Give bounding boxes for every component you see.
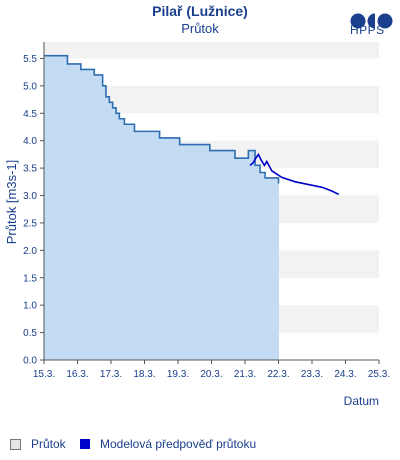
y-tick-label: 4.5 bbox=[23, 109, 37, 120]
chart-title: Pilař (Lužnice) bbox=[152, 3, 248, 19]
y-tick-label: 3.0 bbox=[23, 191, 37, 202]
legend-label-observed: Průtok bbox=[31, 437, 66, 451]
grid-band bbox=[44, 42, 379, 59]
observed-step-line bbox=[44, 54, 280, 184]
x-tick-label: 25.3. bbox=[368, 369, 390, 380]
x-tick-label: 18.3. bbox=[133, 369, 155, 380]
forecast-flow-line bbox=[249, 152, 340, 196]
legend-label-forecast: Modelová předpověď průtoku bbox=[100, 437, 257, 451]
y-tick-label: 3.5 bbox=[23, 164, 37, 175]
y-tick-label: 2.5 bbox=[23, 218, 37, 229]
y-tick-label: 5.0 bbox=[23, 81, 37, 92]
observed-area-fill bbox=[44, 55, 279, 360]
y-tick-label: 2.0 bbox=[23, 246, 37, 257]
y-tick-label: 0.5 bbox=[23, 328, 37, 339]
chart-subtitle: Průtok bbox=[181, 21, 219, 36]
x-tick-label: 20.3. bbox=[200, 369, 222, 380]
legend-swatch-observed bbox=[10, 438, 21, 450]
hpps-logo-icon bbox=[350, 13, 393, 29]
logo-text: HPPS bbox=[350, 23, 385, 37]
observed-flow-area bbox=[44, 54, 280, 360]
y-tick-label: 1.5 bbox=[23, 273, 37, 284]
chart-legend: Průtok Modelová předpověď průtoku bbox=[0, 437, 400, 455]
y-tick-label: 5.5 bbox=[23, 54, 37, 65]
x-axis-label: Datum bbox=[344, 394, 379, 408]
legend-swatch-forecast bbox=[80, 439, 90, 449]
forecast-line bbox=[249, 152, 340, 196]
x-tick-label: 19.3. bbox=[167, 369, 189, 380]
y-axis-label: Průtok [m3s-1] bbox=[4, 160, 19, 245]
x-tick-label: 16.3. bbox=[66, 369, 88, 380]
flow-chart: 0.0 0.5 1.0 1.5 2.0 2.5 3.0 3.5 4.0 4.5 5.0 5.5 15.… bbox=[4, 42, 390, 408]
legend-item-forecast: Modelová předpověď průtoku bbox=[80, 437, 256, 451]
y-axis-ticks: 0.0 0.5 1.0 1.5 2.0 2.5 3.0 3.5 4.0 4.5 5.0 5.5 bbox=[23, 54, 44, 367]
y-tick-label: 1.0 bbox=[23, 301, 37, 312]
legend-item-observed: Průtok bbox=[10, 437, 66, 451]
x-tick-label: 23.3. bbox=[301, 369, 323, 380]
y-tick-label: 4.0 bbox=[23, 136, 37, 147]
y-tick-label: 0.0 bbox=[23, 356, 37, 367]
x-axis-ticks: 15.3. 16.3. 17.3. 18.3. 19.3. 20.3. 21.3. 22.3.… bbox=[33, 360, 390, 380]
x-tick-label: 21.3. bbox=[234, 369, 256, 380]
x-tick-label: 22.3. bbox=[267, 369, 289, 380]
x-tick-label: 24.3. bbox=[334, 369, 356, 380]
x-tick-label: 17.3. bbox=[100, 369, 122, 380]
x-tick-label: 15.3. bbox=[33, 369, 55, 380]
